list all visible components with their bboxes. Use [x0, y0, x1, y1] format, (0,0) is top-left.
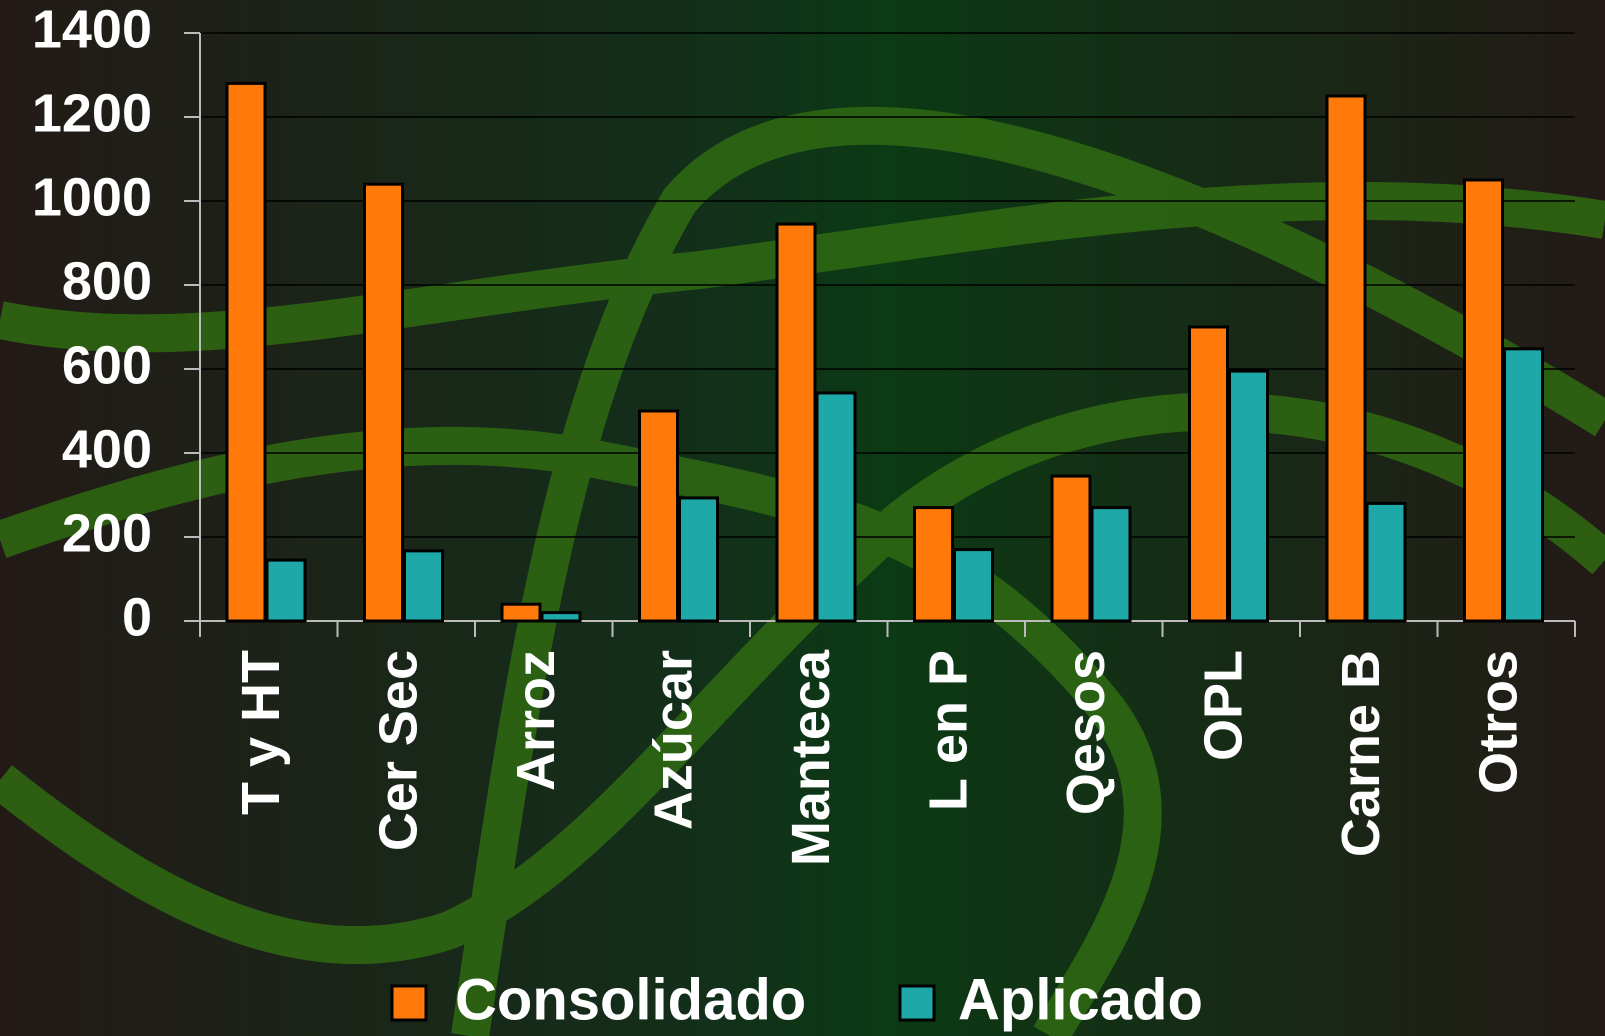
y-tick-label: 200 — [62, 503, 152, 563]
legend-label: Aplicado — [958, 967, 1203, 1032]
y-tick-label: 400 — [62, 419, 152, 479]
bar — [1505, 349, 1543, 621]
x-tick-label: Manteca — [781, 649, 841, 866]
bar — [1190, 327, 1228, 621]
bar — [1465, 180, 1503, 621]
x-tick-label: Carne B — [1331, 650, 1391, 857]
y-tick-label: 800 — [62, 251, 152, 311]
x-tick-label: Otros — [1469, 650, 1529, 794]
y-tick-label: 0 — [122, 587, 152, 647]
y-tick-label: 600 — [62, 335, 152, 395]
bar — [915, 508, 953, 621]
x-tick-label: T y HT — [231, 650, 291, 815]
x-tick-label: Qesos — [1056, 650, 1116, 815]
bar — [1367, 503, 1405, 621]
x-tick-label: Arroz — [506, 650, 566, 791]
legend-swatch — [392, 986, 426, 1020]
legend-swatch — [900, 986, 934, 1020]
x-tick-label: L en P — [919, 650, 979, 811]
bar — [955, 550, 993, 621]
bar — [777, 224, 815, 621]
page: Consolidado Aplicado 0 200 400 600 800 1000 12… — [0, 0, 1605, 1036]
y-tick-label: 1400 — [32, 0, 152, 59]
bar — [1052, 476, 1090, 621]
bar — [267, 560, 305, 621]
legend-label: Consolidado — [455, 967, 806, 1032]
x-tick-label: Cer Sec — [369, 650, 429, 851]
bar — [817, 393, 855, 621]
y-tick-label: 1200 — [32, 83, 152, 143]
x-tick-label: Azúcar — [644, 650, 704, 830]
x-tick-label: OPL — [1194, 650, 1254, 761]
bar — [1327, 96, 1365, 621]
bar — [1230, 371, 1268, 621]
bar — [227, 83, 265, 621]
bar — [1092, 508, 1130, 621]
bar — [640, 411, 678, 621]
bar — [405, 551, 443, 621]
bar — [365, 184, 403, 621]
bar — [680, 498, 718, 621]
y-tick-label: 1000 — [32, 167, 152, 227]
legend: Consolidado Aplicado — [392, 967, 1203, 1032]
bar — [502, 604, 540, 621]
chart: Consolidado Aplicado 0 200 400 600 800 1000 12… — [0, 0, 1605, 1036]
bar — [542, 613, 580, 621]
